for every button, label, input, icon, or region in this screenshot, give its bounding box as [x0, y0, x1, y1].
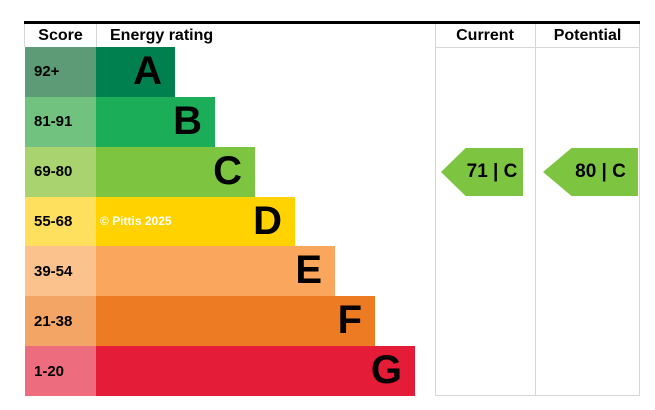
- score-cell: 92+: [25, 47, 96, 97]
- band-row: 39-54 E: [25, 246, 639, 297]
- score-cell: 21-38: [25, 296, 96, 347]
- potential-column-left-divider: [535, 24, 536, 396]
- band-letter: F: [337, 298, 362, 343]
- band-bar-a: A: [96, 47, 175, 97]
- band-letter: C: [213, 148, 242, 193]
- band-row: 92+ A: [25, 47, 639, 97]
- score-cell: 81-91: [25, 96, 96, 147]
- table-top-border: [24, 21, 640, 24]
- band-bar-d: D: [96, 196, 295, 247]
- current-column-left-divider: [435, 24, 436, 396]
- epc-rating-chart: Score Energy rating Current Potential 92…: [24, 21, 640, 397]
- column-header-potential: Potential: [553, 26, 622, 44]
- band-letter: E: [295, 248, 322, 293]
- band-row: 21-38 F: [25, 296, 639, 347]
- table-bottom-border: [435, 395, 640, 396]
- band-bar-b: B: [96, 96, 215, 147]
- band-bar-f: F: [96, 296, 375, 347]
- band-row: 1-20 G: [25, 346, 639, 397]
- band-bar-e: E: [96, 246, 335, 297]
- potential-rating-label: 80 | C: [575, 161, 626, 182]
- table-right-border: [639, 24, 640, 396]
- current-rating-label: 71 | C: [466, 161, 518, 182]
- column-header-energy-rating: Energy rating: [110, 26, 214, 44]
- score-cell: 55-68: [25, 196, 96, 247]
- band-row: 69-80 C: [25, 146, 639, 197]
- score-energy-divider: [96, 24, 97, 47]
- score-cell: 1-20: [25, 346, 96, 397]
- band-rows: 92+ A 81-91 B 69-80 C 55-68 D 39-54 E 21-38 F 1-20 G: [25, 47, 639, 397]
- band-letter: A: [133, 48, 162, 93]
- band-letter: B: [173, 98, 202, 143]
- band-letter: D: [253, 198, 282, 243]
- band-bar-g: G: [96, 346, 415, 397]
- copyright-watermark: © Pittis 2025: [100, 214, 172, 228]
- header-bottom-divider: [435, 47, 640, 48]
- band-row: 55-68 D: [25, 196, 639, 247]
- score-cell: 69-80: [25, 146, 96, 197]
- band-row: 81-91 B: [25, 96, 639, 147]
- column-header-current: Current: [456, 26, 514, 44]
- band-letter: G: [370, 348, 402, 393]
- header-left-divider: [24, 24, 25, 47]
- column-header-score: Score: [38, 26, 83, 44]
- score-cell: 39-54: [25, 246, 96, 297]
- band-bar-c: C: [96, 146, 255, 197]
